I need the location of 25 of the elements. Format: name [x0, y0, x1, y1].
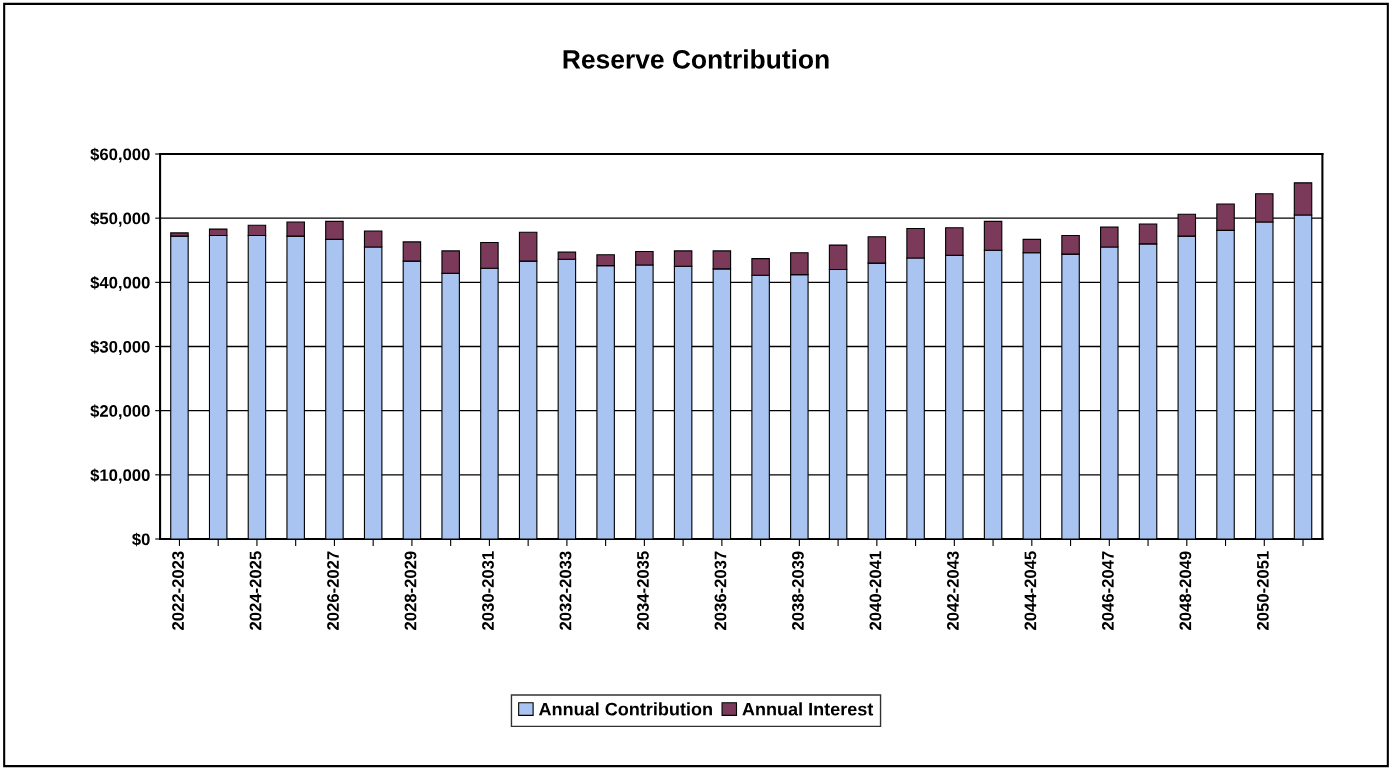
- y-tick-label: $60,000: [90, 147, 150, 163]
- x-tick-label: 2026-2027: [327, 551, 339, 630]
- x-tick-label: 2034-2035: [637, 551, 649, 630]
- y-tick-label: $0: [132, 532, 150, 547]
- x-tick-label: 2036-2037: [714, 551, 727, 630]
- x-tick-label: 2030-2031: [482, 551, 494, 630]
- chart-title: Reserve Contribution: [563, 49, 829, 69]
- y-tick-label: $20,000: [90, 404, 150, 420]
- x-tick-label: 2032-2033: [559, 551, 572, 630]
- x-tick-label: 2050-2051: [1256, 551, 1269, 630]
- x-tick-label: 2042-2043: [947, 551, 959, 630]
- x-tick-label: 2024-2025: [249, 551, 262, 630]
- legend-label: Annual Interest: [742, 702, 874, 716]
- y-tick-label: $50,000: [90, 211, 150, 227]
- x-tick-label: 2048-2049: [1179, 551, 1192, 630]
- x-tick-label: 2028-2029: [404, 551, 417, 630]
- x-tick-label: 2038-2039: [792, 551, 804, 630]
- y-tick-label: $10,000: [90, 468, 150, 484]
- y-tick-label: $30,000: [90, 340, 150, 356]
- legend-label: Annual Contribution: [538, 702, 712, 716]
- x-tick-label: 2046-2047: [1101, 551, 1114, 630]
- x-tick-label: 2044-2045: [1024, 551, 1037, 630]
- y-tick-label: $40,000: [90, 276, 150, 291]
- x-tick-label: 2022-2023: [172, 551, 184, 630]
- x-tick-label: 2040-2041: [869, 551, 882, 630]
